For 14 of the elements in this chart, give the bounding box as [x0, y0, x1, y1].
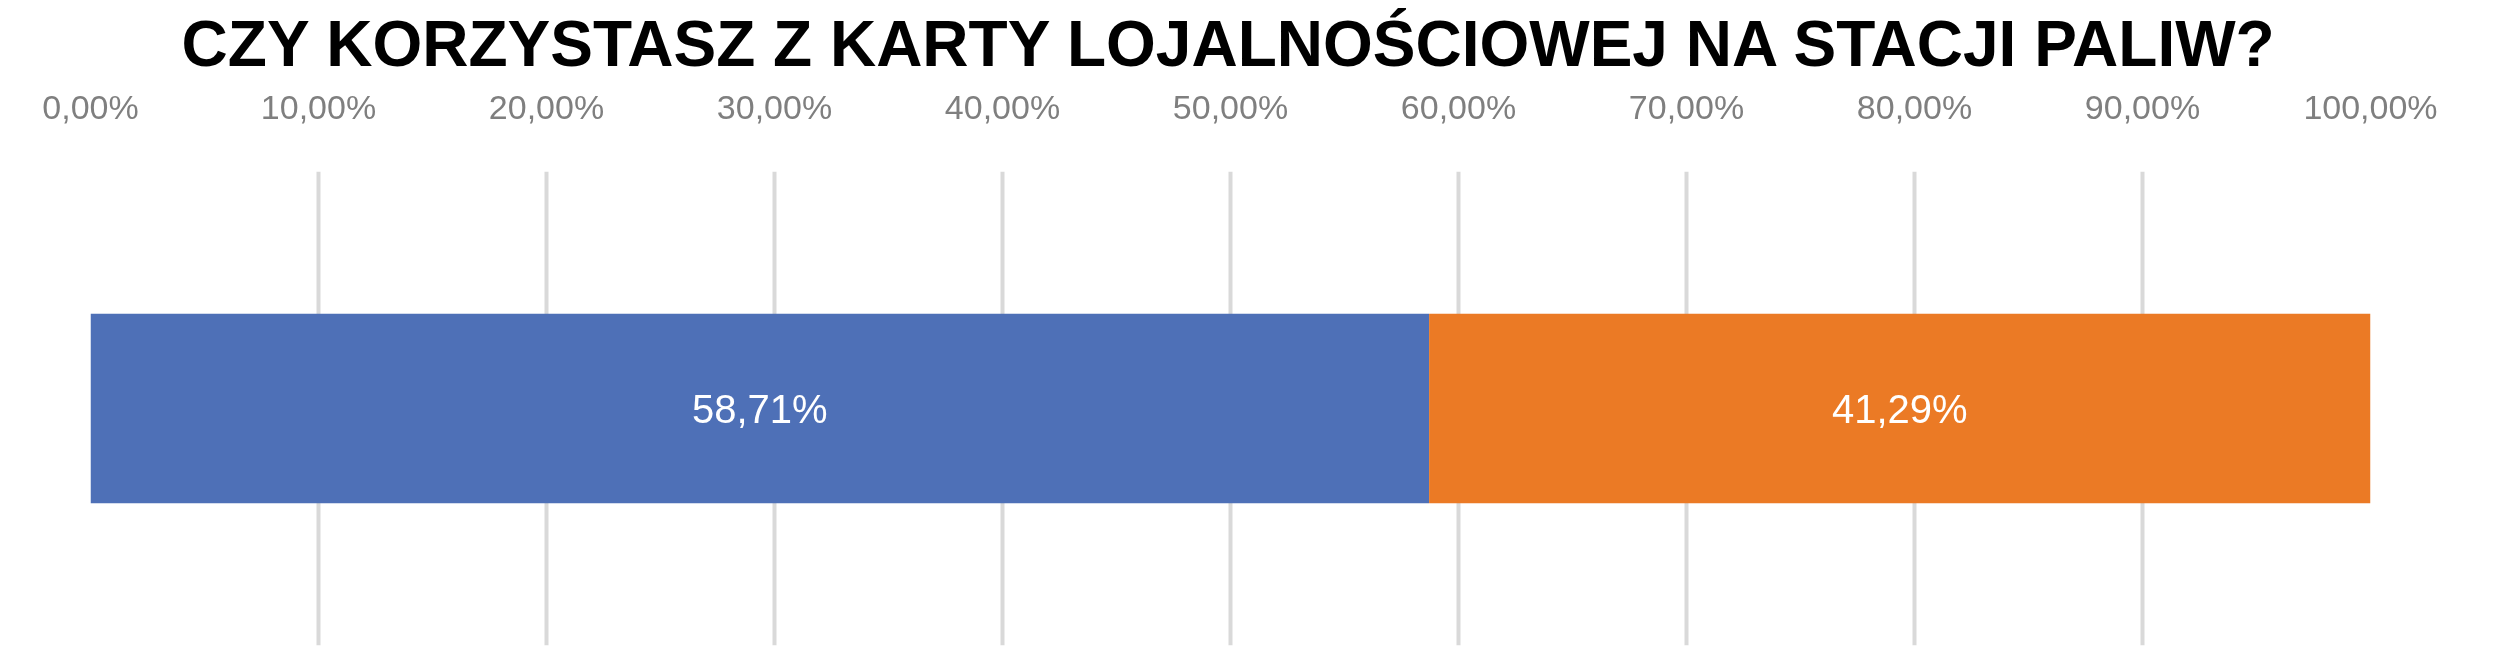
- data-label: 41,29%: [1831, 386, 1968, 431]
- x-tick-label: 40,00%: [944, 87, 1061, 126]
- x-tick-label: 10,00%: [260, 87, 377, 126]
- x-tick-label: 20,00%: [488, 87, 605, 126]
- x-tick-label: 60,00%: [1400, 87, 1517, 126]
- x-tick-label: 100,00%: [2303, 87, 2438, 126]
- data-label: 58,71%: [691, 386, 828, 431]
- x-tick-label: 80,00%: [1856, 87, 1973, 126]
- x-tick-label: 70,00%: [1628, 87, 1745, 126]
- x-tick-label: 90,00%: [2084, 87, 2201, 126]
- chart-title: CZY KORZYSTASZ Z KARTY LOJALNOŚCIOWEJ NA STACJI PALIW?: [181, 7, 2275, 80]
- x-tick-label: 0,00%: [42, 87, 139, 126]
- x-tick-label: 30,00%: [716, 87, 833, 126]
- x-tick-label: 50,00%: [1172, 87, 1289, 126]
